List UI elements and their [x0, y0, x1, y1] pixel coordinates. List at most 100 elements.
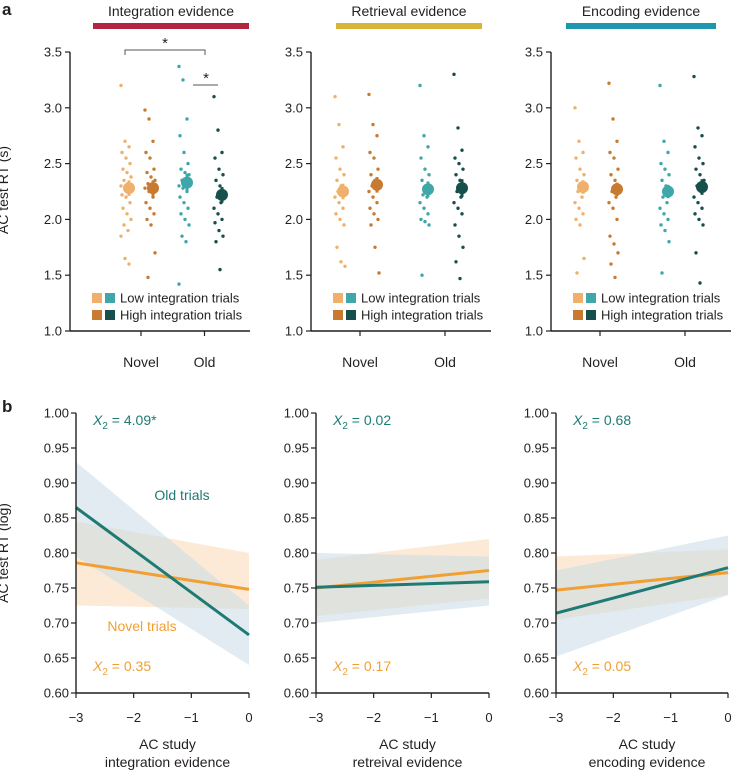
data-point — [608, 150, 612, 155]
y-tick-label: 0.80 — [44, 546, 69, 561]
data-point — [420, 273, 424, 277]
data-point — [120, 150, 124, 155]
data-point — [213, 156, 217, 160]
x-tick-label: 0 — [724, 710, 731, 725]
data-point — [453, 223, 457, 227]
data-point — [335, 178, 339, 183]
data-point — [578, 223, 582, 227]
mean-marker — [577, 181, 589, 194]
data-point — [660, 271, 664, 275]
x-tick-label: −2 — [606, 710, 621, 725]
data-point — [694, 251, 698, 255]
stat-symbol: X — [92, 658, 103, 674]
y-tick-label: 0.75 — [524, 581, 549, 596]
x-axis-label: AC study — [619, 736, 676, 752]
y-tick-label: 0.80 — [524, 546, 549, 561]
data-point — [608, 234, 612, 238]
data-point — [128, 200, 132, 205]
data-point — [125, 170, 129, 175]
y-tick-label: 0.85 — [524, 511, 549, 526]
y-tick-label: 0.65 — [524, 651, 549, 666]
data-point — [461, 245, 465, 249]
data-point — [151, 139, 155, 143]
data-point — [607, 200, 611, 205]
data-point — [149, 223, 153, 227]
mean-marker — [662, 185, 674, 198]
mean-marker — [456, 182, 468, 195]
legend-swatch — [346, 310, 356, 320]
data-point — [419, 217, 423, 222]
confidence-band — [556, 535, 728, 657]
stat-symbol: X — [92, 412, 103, 428]
data-point — [461, 167, 465, 171]
data-point — [177, 64, 181, 69]
data-point — [573, 106, 577, 110]
data-point — [367, 189, 371, 194]
x-tick-label: Novel — [123, 354, 159, 370]
data-point — [177, 184, 181, 188]
data-point — [334, 156, 338, 160]
y-axis-label: AC test RT (s) — [0, 146, 11, 234]
data-point — [335, 245, 339, 249]
data-point — [376, 217, 380, 222]
data-point — [143, 108, 147, 112]
data-point — [701, 161, 705, 166]
data-point — [658, 83, 662, 88]
data-point — [661, 195, 665, 199]
data-point — [696, 200, 700, 205]
data-point — [368, 206, 372, 210]
stat-value: 4.09* — [124, 412, 157, 428]
y-tick-label: 1.00 — [284, 406, 309, 421]
legend-swatch — [92, 293, 102, 303]
legend-swatch — [586, 310, 596, 320]
panel-b-1: 0.60 0.65 0.70 0.75 0.80 0.85 0.90 0.95 1.00 −3 −2… — [0, 406, 253, 770]
data-point — [452, 72, 456, 77]
data-point — [457, 234, 461, 238]
stat-equals: = — [108, 412, 124, 428]
data-point — [212, 94, 216, 99]
confidence-band — [316, 553, 489, 623]
data-point — [665, 200, 669, 205]
regression-line — [75, 506, 250, 637]
data-point — [423, 219, 427, 224]
y-tick-label: 1.0 — [525, 324, 543, 339]
data-point — [127, 262, 131, 266]
panel-b-3: 0.60 0.65 0.70 0.75 0.80 0.85 0.90 0.95 1.00 −3 −2… — [524, 406, 731, 770]
x-tick-label: −1 — [424, 710, 439, 725]
data-point — [577, 139, 581, 143]
data-point — [616, 167, 620, 171]
data-point — [666, 217, 670, 222]
data-point — [662, 139, 666, 143]
stat-equals: = — [348, 412, 364, 428]
y-tick-label: 1.5 — [44, 268, 62, 283]
data-point — [692, 74, 696, 79]
mean-marker — [696, 181, 708, 194]
data-point — [179, 212, 183, 216]
x-tick-label: −2 — [126, 710, 141, 725]
data-point — [122, 178, 126, 183]
stat-symbol: X — [332, 658, 343, 674]
y-tick-label: 0.95 — [284, 441, 309, 456]
data-point — [338, 217, 342, 222]
x-tick-label: −3 — [549, 710, 564, 725]
legend-swatch — [573, 293, 583, 303]
y-tick-label: 0.95 — [44, 441, 69, 456]
legend-label: High integration trials — [361, 308, 484, 323]
legend-swatch — [346, 293, 356, 303]
data-point — [128, 161, 132, 166]
data-point — [186, 206, 190, 210]
y-tick-label: 0.90 — [524, 476, 549, 491]
data-point — [577, 206, 581, 210]
data-point — [372, 156, 376, 160]
stat-subscript: 2 — [582, 667, 588, 678]
data-point — [614, 195, 618, 199]
data-point — [456, 206, 460, 210]
data-point — [667, 173, 671, 177]
data-point — [179, 167, 183, 171]
data-point — [218, 184, 222, 188]
data-point — [698, 173, 702, 177]
data-point — [578, 167, 582, 171]
data-point — [369, 223, 373, 227]
data-point — [124, 195, 128, 199]
data-point — [458, 276, 462, 281]
